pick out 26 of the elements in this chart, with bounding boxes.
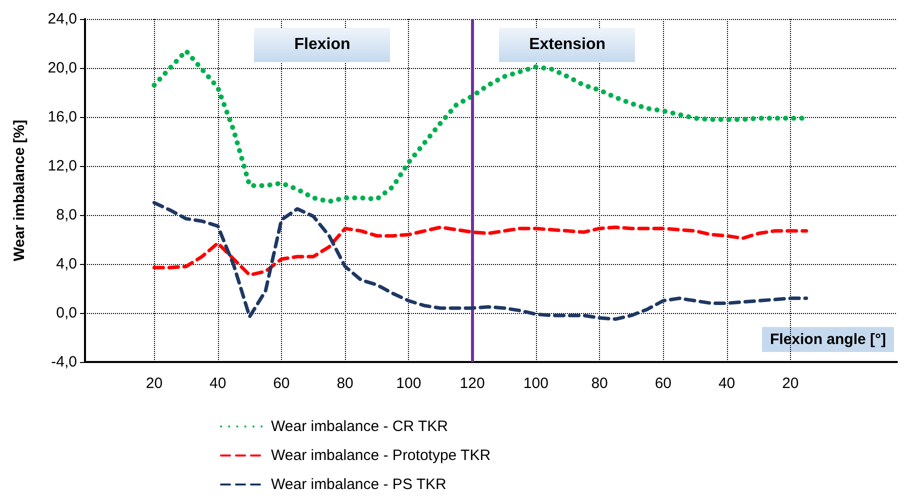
y-tick-label: 24,0 — [48, 10, 77, 28]
y-tick-label: -4,0 — [51, 354, 77, 370]
x-axis-title: Flexion angle [°] — [770, 331, 886, 348]
legend-label: Wear imbalance - Prototype TKR — [271, 447, 491, 464]
line-series — [152, 201, 808, 321]
legend-label: Wear imbalance - PS TKR — [271, 476, 447, 493]
y-tick-label: 4,0 — [56, 256, 77, 272]
x-tick-label: 100 — [523, 375, 548, 392]
x-tick-label: 60 — [273, 375, 290, 392]
y-axis-title: Wear imbalance [%] — [11, 120, 28, 262]
y-tick-label: 0,0 — [56, 304, 77, 322]
y-tick-label: 8,0 — [56, 206, 77, 224]
x-tick-label: 60 — [654, 375, 672, 392]
x-tick-label: 40 — [718, 375, 736, 392]
x-tick-label: 120 — [460, 375, 485, 392]
y-tick-label: 12,0 — [48, 158, 77, 174]
y-tick-label: 16,0 — [48, 108, 77, 126]
legend-label: Wear imbalance - CR TKR — [271, 418, 448, 435]
x-tick-label: 20 — [782, 375, 799, 392]
x-tick-label: 80 — [591, 375, 608, 392]
line-series — [152, 226, 808, 277]
y-tick-label: 20,0 — [48, 60, 77, 76]
x-tick-label: 100 — [396, 375, 422, 392]
x-tick-label: 40 — [209, 375, 226, 392]
x-tick-label: 20 — [146, 375, 163, 392]
x-tick-label: 80 — [336, 375, 354, 392]
